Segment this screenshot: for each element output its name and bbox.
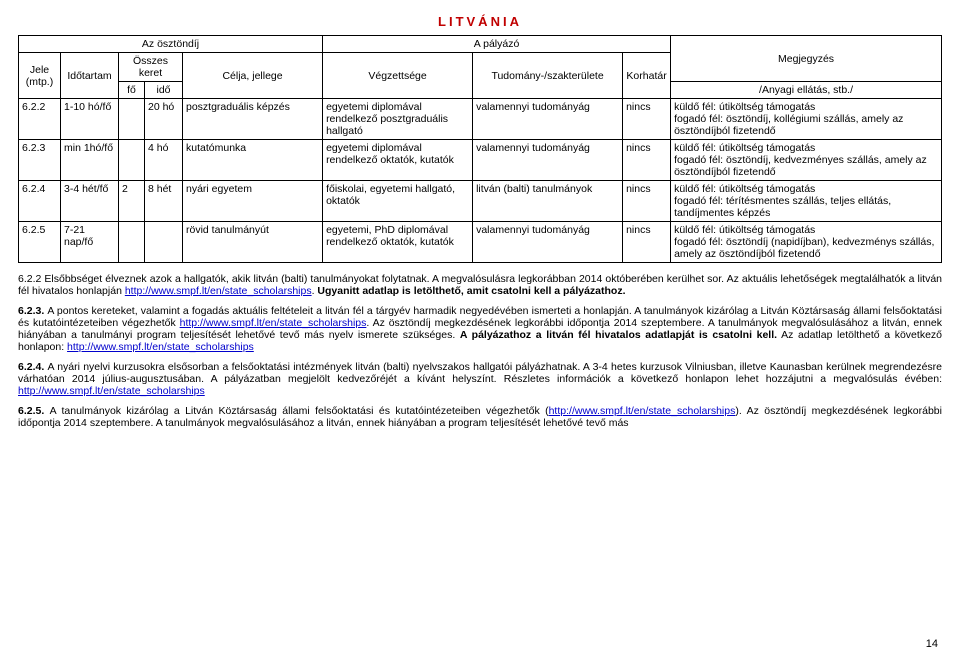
note-bold: Ugyanitt adatlap is letölthető, amit csa…: [317, 285, 625, 297]
cell-megj: küldő fél: útiköltség támogatás fogadó f…: [671, 99, 942, 140]
th-idotartam: Időtartam: [61, 53, 119, 99]
link-smpf[interactable]: http://www.smpf.lt/en/state_scholarships: [549, 405, 736, 417]
cell-tud: valamennyi tudományág: [473, 99, 623, 140]
cell-megj: küldő fél: útiköltség támogatás fogadó f…: [671, 222, 942, 263]
cell-celja: rövid tanulmányút: [183, 222, 323, 263]
cell-celja: posztgraduális képzés: [183, 99, 323, 140]
th-tudomany: Tudomány-/szakterülete: [473, 53, 623, 99]
page-title: LITVÁNIA: [18, 14, 942, 29]
cell-jele: 6.2.3: [19, 140, 61, 181]
note-624: 6.2.4. A nyári nyelvi kurzusokra elsősor…: [18, 361, 942, 397]
th-anyagi: /Anyagi ellátás, stb./: [671, 82, 942, 99]
cell-jele: 6.2.4: [19, 181, 61, 222]
th-osztondij: Az ösztöndíj: [19, 36, 323, 53]
note-622: 6.2.2 Elsőbbséget élveznek azok a hallga…: [18, 273, 942, 297]
cell-idotartam: 3-4 hét/fő: [61, 181, 119, 222]
link-smpf[interactable]: http://www.smpf.lt/en/state_scholarships: [67, 341, 254, 353]
link-smpf[interactable]: http://www.smpf.lt/en/state_scholarships: [18, 385, 205, 397]
link-smpf[interactable]: http://www.smpf.lt/en/state_scholarships: [180, 317, 367, 329]
cell-tud: litván (balti) tanulmányok: [473, 181, 623, 222]
th-vegzettseg: Végzettsége: [323, 53, 473, 99]
cell-vegz: egyetemi diplomával rendelkező posztgrad…: [323, 99, 473, 140]
cell-ido: 4 hó: [145, 140, 183, 181]
table-row: 6.2.57-21 nap/fő rövid tanulmányútegyetem…: [19, 222, 942, 263]
cell-tud: valamennyi tudományág: [473, 222, 623, 263]
cell-fo: [119, 140, 145, 181]
table-row: 6.2.21-10 hó/fő 20 hóposztgraduális képzé…: [19, 99, 942, 140]
note-625: 6.2.5. A tanulmányok kizárólag a Litván …: [18, 405, 942, 429]
cell-kor: nincs: [623, 181, 671, 222]
table-row: 6.2.3min 1hó/fő 4 hókutatómunkaegyetemi d…: [19, 140, 942, 181]
note-bold: A pályázathoz a litván fél hivatalos ada…: [460, 329, 777, 341]
cell-celja: nyári egyetem: [183, 181, 323, 222]
note-num: 6.2.5.: [18, 405, 50, 417]
cell-fo: [119, 99, 145, 140]
th-korhatar: Korhatár: [623, 53, 671, 99]
note-text: A nyári nyelvi kurzusokra elsősorban a f…: [18, 361, 942, 385]
th-osszes: Összes keret: [119, 53, 183, 82]
cell-kor: nincs: [623, 222, 671, 263]
cell-fo: [119, 222, 145, 263]
cell-celja: kutatómunka: [183, 140, 323, 181]
scholarship-table: Az ösztöndíj A pályázó Megjegyzés Jele (…: [18, 35, 942, 263]
cell-vegz: egyetemi diplomával rendelkező oktatók, …: [323, 140, 473, 181]
cell-jele: 6.2.2: [19, 99, 61, 140]
cell-vegz: egyetemi, PhD diplomával rendelkező okta…: [323, 222, 473, 263]
cell-idotartam: 7-21 nap/fő: [61, 222, 119, 263]
notes-section: 6.2.2 Elsőbbséget élveznek azok a hallga…: [18, 273, 942, 429]
th-palyazo: A pályázó: [323, 36, 671, 53]
page-number: 14: [926, 638, 938, 650]
cell-fo: 2: [119, 181, 145, 222]
cell-idotartam: 1-10 hó/fő: [61, 99, 119, 140]
th-celja: Célja, jellege: [183, 53, 323, 99]
note-text: A tanulmányok kizárólag a Litván Köztárs…: [50, 405, 549, 417]
th-jele: Jele (mtp.): [19, 53, 61, 99]
note-num: 6.2.3.: [18, 305, 47, 317]
cell-idotartam: min 1hó/fő: [61, 140, 119, 181]
note-num: 6.2.4.: [18, 361, 48, 373]
table-body: 6.2.21-10 hó/fő 20 hóposztgraduális képzé…: [19, 99, 942, 263]
cell-kor: nincs: [623, 99, 671, 140]
table-row: 6.2.43-4 hét/fő28 hétnyári egyetemfőisko…: [19, 181, 942, 222]
link-smpf[interactable]: http://www.smpf.lt/en/state_scholarships: [125, 285, 312, 297]
cell-jele: 6.2.5: [19, 222, 61, 263]
cell-ido: [145, 222, 183, 263]
th-ido: idő: [145, 82, 183, 99]
cell-ido: 20 hó: [145, 99, 183, 140]
cell-tud: valamennyi tudományág: [473, 140, 623, 181]
cell-megj: küldő fél: útiköltség támogatás fogadó f…: [671, 140, 942, 181]
cell-kor: nincs: [623, 140, 671, 181]
cell-megj: küldő fél: útiköltség támogatás fogadó f…: [671, 181, 942, 222]
cell-vegz: főiskolai, egyetemi hallgató, oktatók: [323, 181, 473, 222]
cell-ido: 8 hét: [145, 181, 183, 222]
th-megj: Megjegyzés: [671, 36, 942, 82]
th-fo: fő: [119, 82, 145, 99]
note-623: 6.2.3. A pontos kereteket, valamint a fo…: [18, 305, 942, 353]
